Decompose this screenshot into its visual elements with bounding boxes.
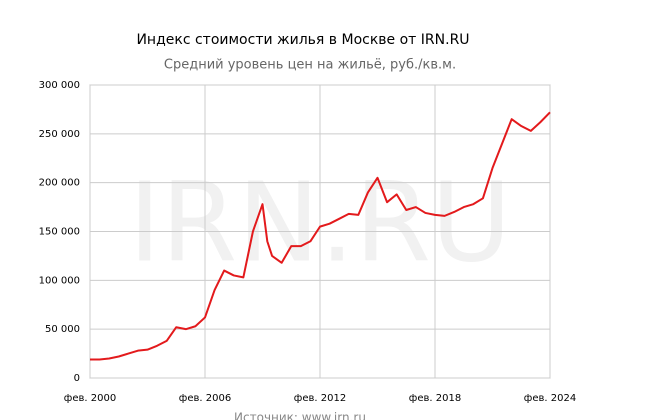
source: Источник: www.irn.ru bbox=[234, 411, 366, 420]
y-tick-label: 0 bbox=[74, 373, 80, 384]
chart-subtitle: Средний уровень цен на жильё, руб./кв.м. bbox=[164, 58, 456, 73]
chart-title: Индекс стоимости жилья в Москве от IRN.R… bbox=[136, 32, 469, 48]
y-tick-label: 300 000 bbox=[39, 80, 80, 91]
y-tick-label: 100 000 bbox=[39, 275, 80, 286]
x-tick-label: фев. 2024 bbox=[524, 393, 576, 404]
y-tick-label: 250 000 bbox=[39, 129, 80, 140]
x-tick-label: фев. 2000 bbox=[64, 393, 116, 404]
y-tick-label: 50 000 bbox=[45, 324, 80, 335]
y-tick-label: 200 000 bbox=[39, 178, 80, 189]
x-tick-label: фев. 2006 bbox=[179, 393, 231, 404]
x-tick-label: фев. 2018 bbox=[409, 393, 461, 404]
y-tick-label: 150 000 bbox=[39, 227, 80, 238]
x-tick-label: фев. 2012 bbox=[294, 393, 346, 404]
line bbox=[90, 111, 551, 361]
